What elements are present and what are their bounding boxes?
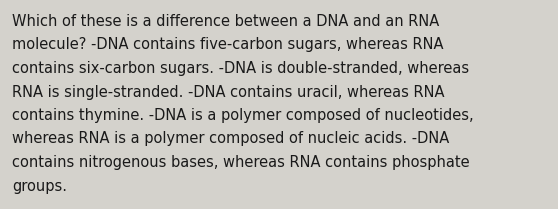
Text: groups.: groups. (12, 178, 67, 194)
Text: Which of these is a difference between a DNA and an RNA: Which of these is a difference between a… (12, 14, 439, 29)
Text: molecule? -DNA contains five-carbon sugars, whereas RNA: molecule? -DNA contains five-carbon suga… (12, 37, 444, 52)
Text: contains nitrogenous bases, whereas RNA contains phosphate: contains nitrogenous bases, whereas RNA … (12, 155, 470, 170)
Text: contains thymine. -DNA is a polymer composed of nucleotides,: contains thymine. -DNA is a polymer comp… (12, 108, 474, 123)
Text: contains six-carbon sugars. -DNA is double-stranded, whereas: contains six-carbon sugars. -DNA is doub… (12, 61, 469, 76)
Text: whereas RNA is a polymer composed of nucleic acids. -DNA: whereas RNA is a polymer composed of nuc… (12, 131, 449, 147)
Text: RNA is single-stranded. -DNA contains uracil, whereas RNA: RNA is single-stranded. -DNA contains ur… (12, 84, 445, 99)
